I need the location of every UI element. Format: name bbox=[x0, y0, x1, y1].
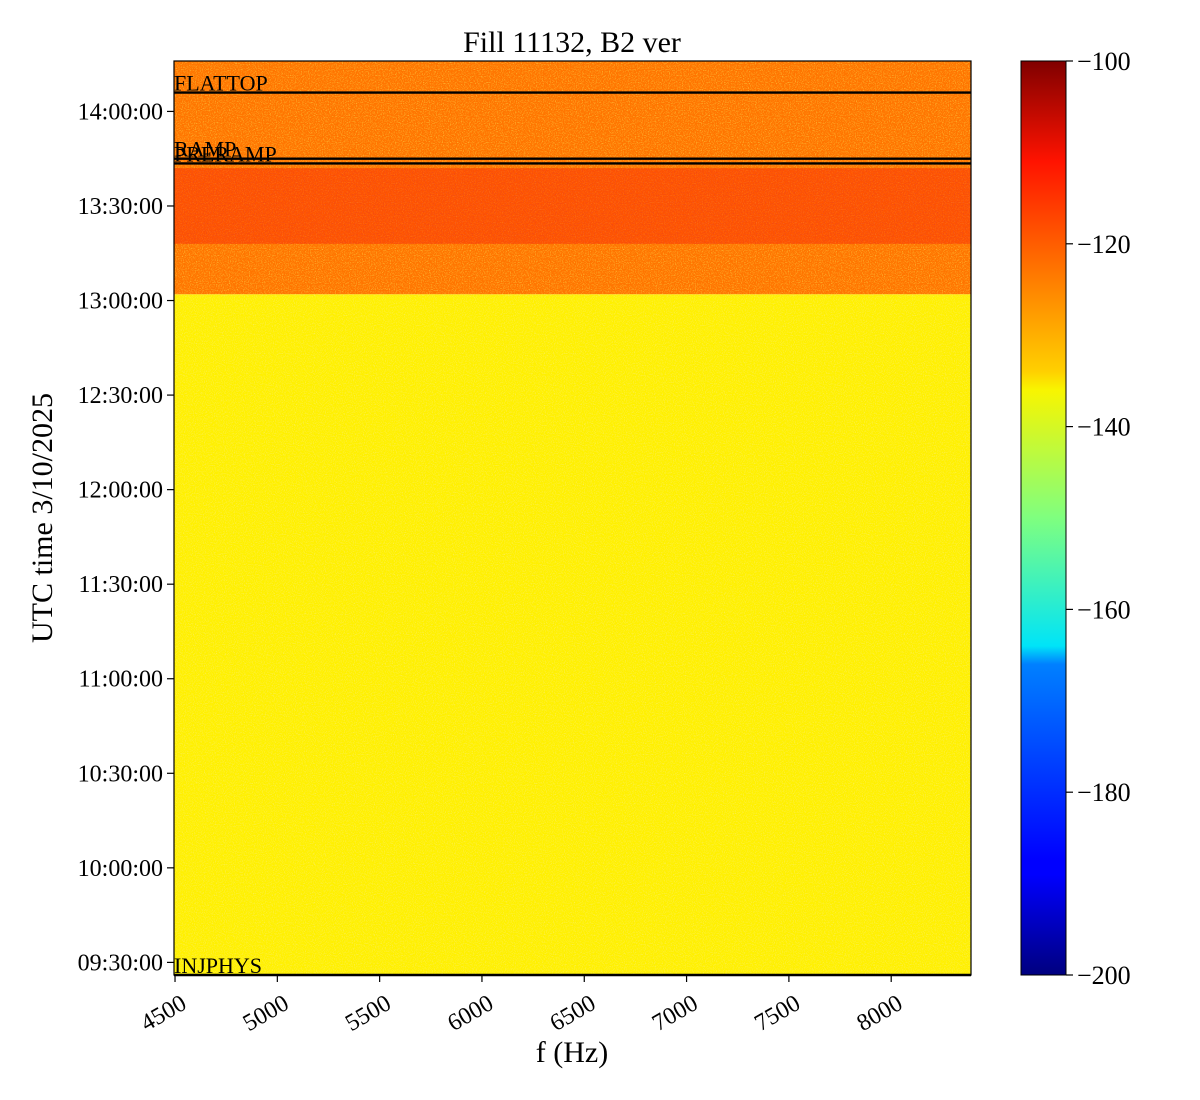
y-tick-label: 09:30:00 bbox=[78, 950, 163, 976]
x-tick-label: 5000 bbox=[239, 990, 294, 1037]
x-axis-label: f (Hz) bbox=[536, 1036, 608, 1069]
colorbar-tick-label: −180 bbox=[1077, 778, 1131, 807]
spectrogram-plot-area bbox=[174, 61, 971, 975]
x-tick-label: 7000 bbox=[648, 990, 703, 1037]
event-label: PRERAMP bbox=[174, 141, 277, 166]
x-axis-ticks: 4500 5000 5500 6000 6500 7000 7500 8000 bbox=[136, 975, 907, 1037]
y-tick-label: 12:30:00 bbox=[78, 383, 163, 409]
y-tick-label: 11:00:00 bbox=[79, 667, 163, 693]
x-tick-label: 7500 bbox=[750, 990, 805, 1037]
x-tick-label: 6000 bbox=[443, 990, 498, 1037]
y-tick-label: 12:00:00 bbox=[78, 478, 163, 504]
event-label: FLATTOP bbox=[174, 71, 268, 96]
colorbar-tick-label: −120 bbox=[1077, 230, 1131, 259]
y-axis-label: UTC time 3/10/2025 bbox=[26, 393, 59, 643]
y-tick-label: 10:00:00 bbox=[78, 856, 163, 882]
colorbar bbox=[1020, 60, 1067, 976]
y-tick-label: 14:00:00 bbox=[78, 99, 163, 125]
event-label: RAMP bbox=[174, 137, 236, 162]
y-tick-label: 10:30:00 bbox=[78, 761, 163, 787]
chart-title: Fill 11132, B2 ver bbox=[463, 26, 681, 59]
spectrogram-region-texture bbox=[174, 294, 971, 975]
spectrogram-region-texture bbox=[174, 168, 971, 244]
colorbar-tick-label: −140 bbox=[1077, 413, 1131, 442]
event-label: INJPHYS bbox=[174, 953, 262, 978]
y-tick-label: 13:30:00 bbox=[78, 194, 163, 220]
x-tick-label: 8000 bbox=[853, 990, 908, 1037]
colorbar-ticks: −100 −120 −140 −160 −180 −200 bbox=[1066, 47, 1131, 990]
y-axis-ticks: 09:30:00 10:00:00 10:30:00 11:00:00 11:30:00… bbox=[78, 99, 174, 976]
colorbar-tick-label: −100 bbox=[1077, 47, 1131, 76]
x-tick-label: 6500 bbox=[546, 990, 601, 1037]
y-tick-label: 11:30:00 bbox=[79, 572, 163, 598]
colorbar-tick-label: −160 bbox=[1077, 595, 1131, 624]
colorbar-tick-label: −200 bbox=[1077, 961, 1131, 990]
x-tick-label: 5500 bbox=[341, 990, 396, 1037]
y-tick-label: 13:00:00 bbox=[78, 289, 163, 315]
x-tick-label: 4500 bbox=[136, 990, 191, 1037]
